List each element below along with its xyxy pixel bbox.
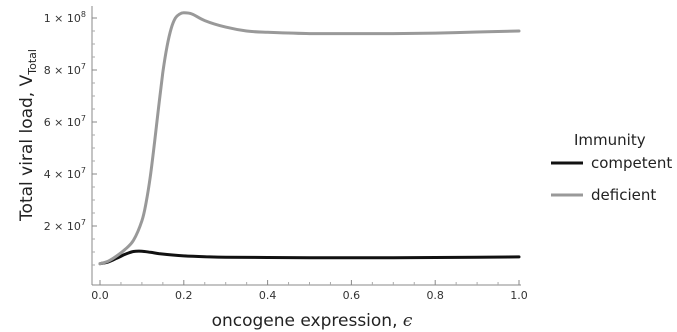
y-tick-label: 4 × 107 <box>44 166 86 181</box>
series-line-deficient <box>98 11 521 266</box>
axes: 0.0 0.2 0.4 0.6 0.8 1.0 2 × 107 4 × 107 6 × 107 8… <box>44 6 528 302</box>
legend-label-competent: competent <box>591 154 672 172</box>
x-tick-label: 0.0 <box>91 289 109 302</box>
x-axis-title: oncogene expression, ϵ <box>212 311 413 331</box>
x-tick-label: 0.8 <box>426 289 444 302</box>
x-tick-label: 1.0 <box>510 289 528 302</box>
series-line-competent <box>98 249 521 266</box>
y-tick-label: 6 × 107 <box>44 114 86 129</box>
x-tick-label: 0.2 <box>175 289 193 302</box>
x-tick-label: 0.4 <box>259 289 277 302</box>
y-axis-title: Total viral load, VTotal <box>17 49 39 222</box>
y-axis-subscript: Total <box>26 49 39 76</box>
legend: Immunity competent deficient <box>551 131 672 204</box>
y-tick-label: 2 × 107 <box>44 218 86 233</box>
x-tick-label: 0.6 <box>343 289 361 302</box>
y-tick-label: 8 × 107 <box>44 62 86 77</box>
y-tick-label: 1 × 108 <box>44 10 86 25</box>
series-layer <box>98 11 521 266</box>
legend-title: Immunity <box>574 131 646 149</box>
x-axis-symbol: ϵ <box>403 311 413 331</box>
legend-label-deficient: deficient <box>591 186 656 204</box>
